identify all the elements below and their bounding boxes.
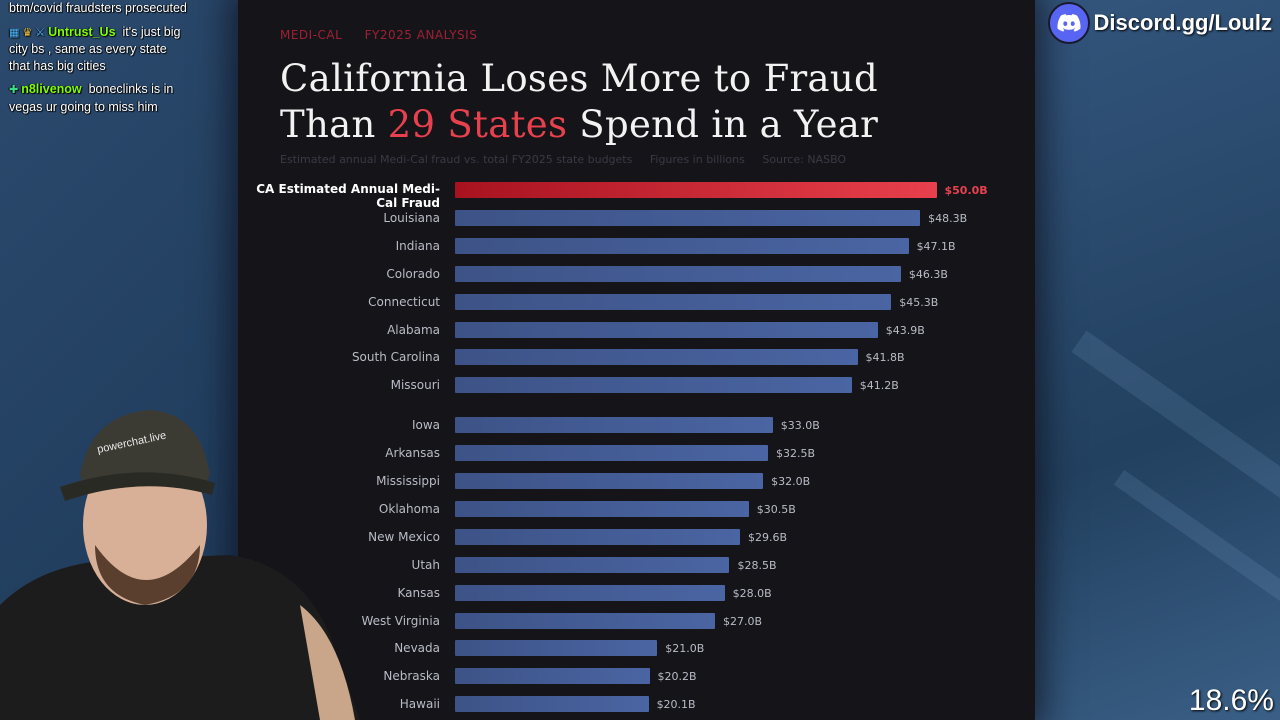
bar-chart: CA Estimated Annual Medi-Cal Fraud $50.0B… xyxy=(238,0,1035,720)
bar-label: New Mexico xyxy=(368,529,440,544)
bar-label: South Carolina xyxy=(351,350,440,365)
shirt xyxy=(0,555,360,720)
arm xyxy=(300,605,355,720)
bar-label: Utah xyxy=(411,557,440,572)
bar xyxy=(455,500,749,517)
bar-label: Kansas xyxy=(397,585,440,600)
bar-label: Mississippi xyxy=(376,474,440,488)
title-line-2: Than 29 States Spend in a Year xyxy=(280,102,878,148)
chat-message: ▦ ♛ ⚔ Untrust_Us it's just big city bs , sa… xyxy=(0,24,200,75)
crown-icon: ♛ xyxy=(22,26,33,39)
bar-value-label: $28.5B xyxy=(737,558,777,572)
bar-value-label: $27.0B xyxy=(723,614,763,628)
grid-badge-icon: ▦ xyxy=(9,26,20,39)
chat-text: boneclinks is in vegas ur going to miss … xyxy=(9,82,174,114)
bar-value-label: $28.0B xyxy=(732,586,772,600)
bar xyxy=(455,321,878,338)
sword-icon: ⚔ xyxy=(35,26,46,39)
bar-value-label: $41.2B xyxy=(859,379,899,393)
bar-label: Missouri xyxy=(390,378,440,393)
chat-message: ✚ n8livenow boneclinks is in vegas ur goi… xyxy=(0,81,200,115)
bar xyxy=(455,417,773,434)
webcam-feed: powerchat.live xyxy=(0,410,360,720)
bar xyxy=(455,584,725,601)
bar xyxy=(455,473,764,489)
chart-subtitle: Estimated annual Medi-Cal fraud vs. tota… xyxy=(280,153,860,166)
subtitle-source: Source: NASBO xyxy=(762,153,847,166)
bar xyxy=(455,209,921,226)
bar xyxy=(455,556,730,573)
bar xyxy=(455,293,892,310)
bar-label: Nevada xyxy=(394,641,440,656)
bar xyxy=(455,349,858,366)
bar-value-label: $33.0B xyxy=(780,419,820,433)
chat-username[interactable]: n8livenow xyxy=(21,82,82,96)
bar-value-label: $48.3B xyxy=(928,211,968,225)
title-accent: 29 States xyxy=(387,103,568,146)
subtitle-units: Figures in billions xyxy=(649,153,745,166)
bar-value-label: $29.6B xyxy=(748,530,788,544)
bar-label: Indiana xyxy=(395,238,440,253)
bar-label: Iowa xyxy=(411,418,440,433)
bar-value-label: $30.5B xyxy=(756,502,796,516)
bar-label: Hawaii xyxy=(399,697,440,712)
bar xyxy=(455,640,658,657)
plus-badge-icon: ✚ xyxy=(9,84,19,96)
subtitle-description: Estimated annual Medi-Cal fraud vs. tota… xyxy=(280,153,633,166)
bar-value-label: $45.3B xyxy=(899,295,939,309)
bar-value-label: $32.0B xyxy=(771,475,811,488)
chat-text: btm/covid fraudsters prosecuted xyxy=(9,1,187,15)
chat-overlay: btm/covid fraudsters prosecuted ▦ ♛ ⚔ Untrus… xyxy=(0,0,200,122)
bar-value-label: $41.8B xyxy=(865,351,905,365)
bar-value-label: $50.0B xyxy=(944,184,988,197)
bar-label: West Virginia xyxy=(361,613,440,628)
bar-value-label: $32.5B xyxy=(775,447,816,461)
discord-link[interactable]: Discord.gg/Loulz xyxy=(1093,10,1272,35)
bar-label: Louisiana xyxy=(383,210,440,225)
bar-label: Arkansas xyxy=(385,446,440,461)
bar xyxy=(455,612,715,629)
percentage-readout: 18.6% xyxy=(1188,684,1274,717)
bar xyxy=(455,377,852,394)
bar-value-label: $21.0B xyxy=(665,642,705,656)
bar xyxy=(455,445,768,462)
cap-brim xyxy=(60,472,215,501)
chart-title: California Loses More to Fraud Than 29 S… xyxy=(280,56,878,148)
bar-value-label: $46.3B xyxy=(908,267,948,281)
bar-label: Alabama xyxy=(387,322,440,337)
background-panel xyxy=(1035,0,1280,720)
bar-label: Colorado xyxy=(386,266,440,281)
bar-value-label: $47.1B xyxy=(916,239,956,253)
beard xyxy=(95,545,200,605)
bar-value-label: $20.1B xyxy=(656,698,696,712)
title-post: Spend in a Year xyxy=(567,103,879,146)
kicker-period: FY2025 ANALYSIS xyxy=(364,28,478,42)
bar-label: Nebraska xyxy=(383,669,440,684)
kicker-topic: MEDI-CAL xyxy=(280,28,343,42)
title-pre: Than xyxy=(280,103,388,146)
bar xyxy=(455,528,741,545)
infographic-panel: MEDI-CAL FY2025 ANALYSIS California Lose… xyxy=(238,0,1035,720)
chat-username[interactable]: Untrust_Us xyxy=(48,24,116,39)
title-line-1: California Loses More to Fraud xyxy=(280,57,879,100)
chat-message: btm/covid fraudsters prosecuted xyxy=(0,0,200,17)
bar xyxy=(455,182,937,198)
bar xyxy=(455,668,650,685)
bar xyxy=(455,696,649,713)
kicker: MEDI-CAL FY2025 ANALYSIS xyxy=(280,28,495,42)
bar-label: Oklahoma xyxy=(378,501,440,516)
bar xyxy=(455,265,901,282)
bar-value-label: $43.9B xyxy=(885,323,925,337)
cap xyxy=(80,410,210,490)
chat-text: it's just big city bs , same as every st… xyxy=(9,24,181,73)
bar-value-label: $20.2B xyxy=(657,670,697,684)
discord-icon xyxy=(1047,2,1090,44)
bar-label: CA Estimated Annual Medi-Cal Fraud xyxy=(256,182,440,210)
discord-banner: Discord.gg/Loulz xyxy=(1047,2,1272,44)
bar xyxy=(455,237,909,254)
bar-label: Connecticut xyxy=(368,294,440,309)
